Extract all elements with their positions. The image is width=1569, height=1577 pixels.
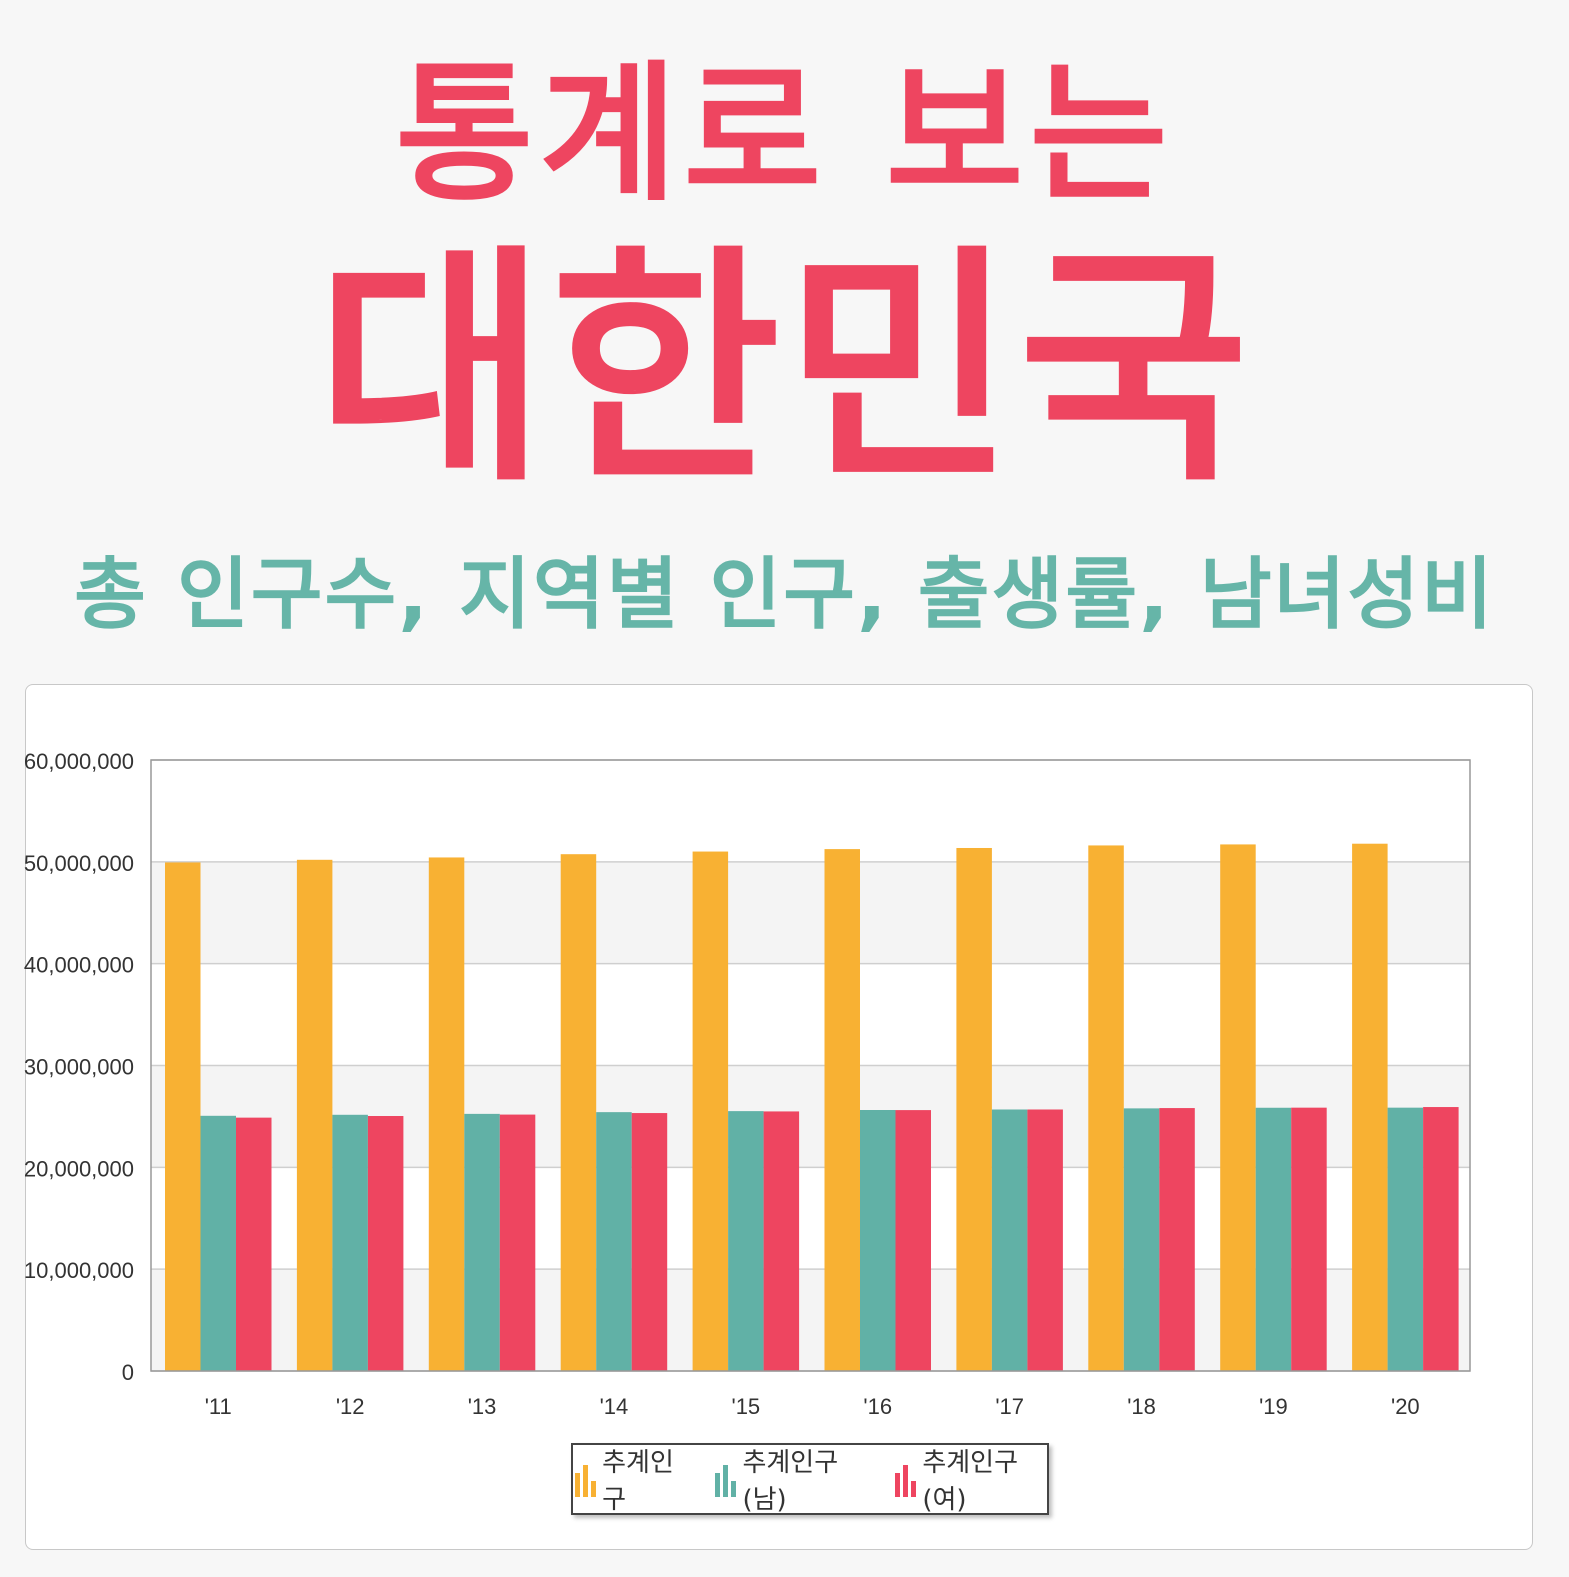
- x-tick-label: '15: [732, 1394, 761, 1419]
- bar: [464, 1113, 500, 1371]
- bar: [895, 1110, 931, 1371]
- legend-label-male: 추계인구(남): [742, 1448, 839, 1515]
- y-tick-label: 10,000,000: [24, 1258, 134, 1283]
- x-tick-label: '19: [1259, 1394, 1288, 1419]
- bar: [1387, 1107, 1424, 1371]
- legend-label-total: 추계인구: [602, 1448, 674, 1515]
- x-tick-label: '14: [600, 1394, 629, 1419]
- grid-band: [151, 760, 1470, 862]
- plot-area-border: [150, 759, 1471, 1372]
- bar: [200, 1115, 236, 1371]
- bar: [991, 1109, 1028, 1371]
- x-tick-label: '17: [995, 1394, 1024, 1419]
- bar: [296, 859, 333, 1371]
- y-tick-label: 60,000,000: [24, 749, 134, 774]
- bar: [692, 851, 729, 1371]
- bar: [165, 862, 201, 1371]
- legend-item-female[interactable]: 추계인구(여): [893, 1442, 1047, 1516]
- bar: [824, 849, 860, 1371]
- x-tick-label: '13: [468, 1394, 497, 1419]
- x-tick-label: '16: [863, 1394, 892, 1419]
- bar-chart-icon: [715, 1465, 737, 1497]
- bar: [1088, 845, 1124, 1371]
- bar: [1123, 1108, 1160, 1371]
- x-tick-label: '20: [1391, 1394, 1420, 1419]
- bar: [367, 1116, 404, 1371]
- bar: [1255, 1107, 1292, 1371]
- title-line-1: 통계로 보는: [395, 48, 1174, 222]
- bar: [1027, 1109, 1063, 1371]
- bar: [428, 857, 465, 1371]
- y-tick-label: 30,000,000: [24, 1055, 134, 1080]
- bar: [1159, 1108, 1195, 1371]
- bar: [332, 1114, 368, 1371]
- grid-band: [151, 861, 1470, 964]
- bar: [1291, 1107, 1327, 1371]
- bar: [1423, 1107, 1459, 1371]
- bar: [1220, 844, 1256, 1371]
- bar: [560, 854, 597, 1371]
- grid-band: [151, 963, 1470, 1066]
- bar-chart-icon: [895, 1465, 917, 1497]
- bar: [1352, 843, 1388, 1371]
- x-tick-label: '18: [1127, 1394, 1156, 1419]
- title-line-2: 대한민국: [316, 224, 1253, 515]
- bar: [499, 1114, 536, 1371]
- subtitle: 총 인구수, 지역별 인구, 출생률, 남녀성비: [74, 550, 1495, 640]
- x-tick-label: '12: [336, 1394, 365, 1419]
- legend-label-female: 추계인구(여): [922, 1448, 1019, 1515]
- bar: [596, 1112, 632, 1371]
- y-tick-label: 50,000,000: [24, 851, 134, 876]
- bar: [763, 1111, 800, 1371]
- y-tick-label: 20,000,000: [24, 1156, 134, 1181]
- bar-chart-icon: [575, 1465, 596, 1497]
- x-tick-label: '11: [205, 1394, 232, 1419]
- chart-legend: 추계인구 추계인구(남) 추계인구(여): [571, 1443, 1049, 1515]
- bar: [631, 1113, 668, 1371]
- legend-item-male[interactable]: 추계인구(남): [713, 1442, 867, 1516]
- legend-item-total[interactable]: 추계인구: [573, 1442, 687, 1516]
- y-tick-label: 40,000,000: [24, 953, 134, 978]
- bar: [728, 1111, 764, 1371]
- y-tick-label: 0: [122, 1360, 134, 1385]
- bar: [236, 1117, 272, 1371]
- bar: [956, 847, 992, 1371]
- bar: [860, 1110, 896, 1371]
